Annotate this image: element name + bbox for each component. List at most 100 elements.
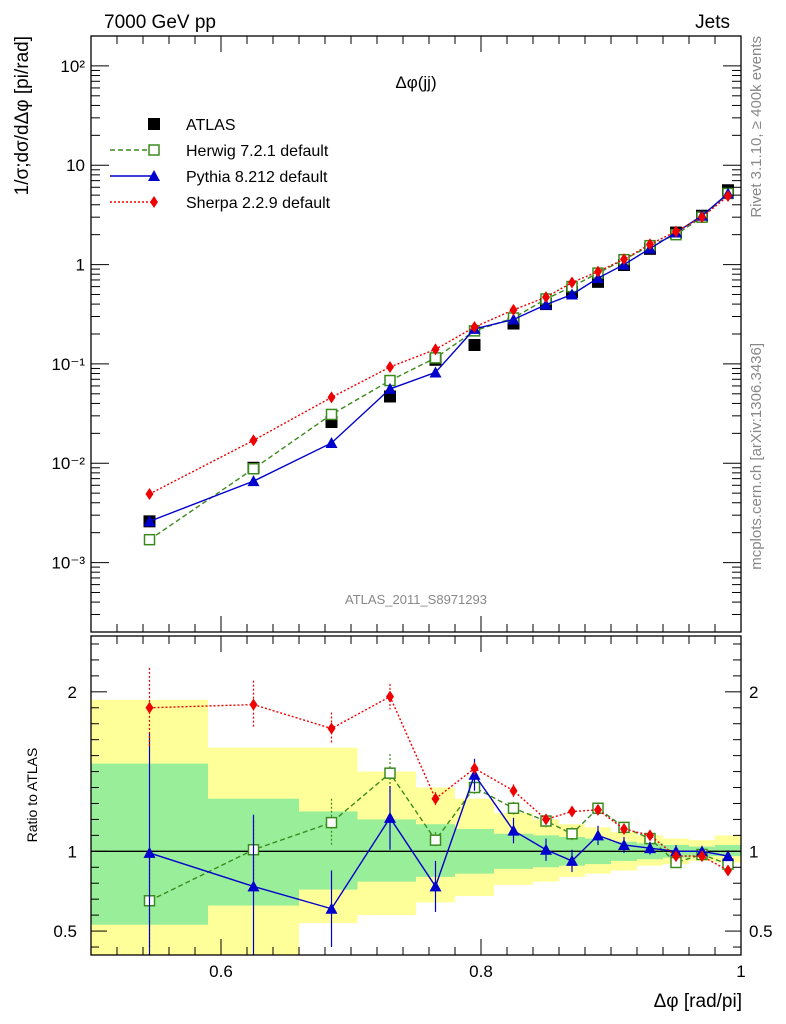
main-point-3-8: [568, 276, 576, 289]
ratio-point-2-5: [470, 762, 479, 775]
main-point-3-2: [327, 391, 336, 404]
ratio-point-2-4: [431, 792, 440, 805]
rivet-label: Rivet 3.1.10, ≥ 400k events: [748, 36, 765, 218]
ratio-point-1-1: [247, 880, 260, 892]
ratio-point-2-8: [568, 805, 576, 818]
ratio-point-2-14: [724, 864, 732, 877]
ratio-ytick-label-right-0: 0.5: [749, 922, 773, 941]
main-point-3-7: [542, 291, 550, 304]
main-point-2-1: [247, 475, 260, 487]
main-point-2-2: [325, 436, 338, 448]
ratio-point-1-8: [566, 854, 578, 866]
main-point-2-4: [429, 366, 442, 378]
main-ytick-label-3: 1: [76, 256, 85, 275]
main-point-1-1: [247, 463, 260, 475]
ratio-point-1-10: [618, 838, 630, 850]
inner-band-3: [357, 819, 416, 882]
main-point-3-1: [249, 434, 258, 447]
ratio-frame: [90, 635, 742, 956]
ratio-point-1-4: [429, 880, 442, 892]
ratio-xtick-label-2: 1: [736, 962, 745, 981]
axes: 10⁻³ 10⁻² 10⁻¹ 1 10 10² 0.6 0.8 1 0.5 0.5 1 1 2 2: [51, 35, 773, 981]
ratio-point-2-6: [509, 784, 518, 797]
ratio-point-2-11: [646, 829, 654, 842]
main-point-1-0: [143, 533, 156, 546]
main-point-3-13: [698, 211, 706, 224]
main-line-series-3: [149, 195, 729, 495]
ratio-point-2-3: [386, 690, 394, 703]
ratio-point-1-11: [644, 842, 656, 854]
main-point-0-5: [468, 338, 481, 351]
ratio-ytick-label-right-2: 2: [749, 683, 758, 702]
ratio-ytick-label-right-1: 1: [749, 842, 758, 861]
ratio-point-0-2: [325, 816, 338, 829]
ratio-ytick-label-left-1: 1: [68, 842, 77, 861]
main-point-2-3: [384, 382, 396, 394]
analysis-id: ATLAS_2011_S8971293: [345, 592, 487, 607]
ratio-point-0-3: [384, 767, 396, 779]
main-point-2-6: [507, 313, 520, 325]
legend-label-1: Herwig 7.2.1 default: [186, 143, 329, 160]
ratio-xlabel: Δφ [rad/pi]: [654, 991, 742, 1012]
legend-marker-3: [150, 196, 158, 208]
main-ylabel: 1/σ;dσ/dΔφ [pi/rad]: [12, 36, 33, 195]
ratio-point-1-14: [722, 850, 734, 862]
main-point-1-2: [325, 408, 338, 421]
main-point-3-4: [431, 343, 440, 356]
main-point-2-7: [540, 298, 552, 310]
main-point-3-11: [646, 238, 654, 251]
legend-label-0: ATLAS: [186, 117, 236, 134]
ratio-ytick-label-left-2: 2: [68, 683, 77, 702]
main-point-3-5: [470, 321, 479, 334]
legend-marker-1: [148, 144, 160, 156]
main-point-2-9: [592, 272, 604, 284]
main-ytick-label-1: 10⁻²: [51, 454, 85, 473]
main-point-2-0: [143, 515, 156, 527]
main-point-3-3: [386, 361, 394, 374]
ratio-point-2-9: [594, 803, 602, 816]
ratio-point-1-3: [384, 811, 396, 823]
main-point-3-0: [145, 488, 154, 501]
ratio-ytick-label-left-0: 0.5: [53, 922, 77, 941]
main-point-3-6: [509, 303, 518, 316]
main-point-3-9: [594, 265, 602, 278]
ratio-point-2-13: [698, 850, 706, 863]
ratio-point-1-6: [507, 824, 520, 836]
ratio-point-2-0: [145, 701, 154, 714]
ratio-point-1-9: [592, 829, 604, 841]
ratio-point-2-2: [327, 722, 336, 735]
header-left-label: 7000 GeV pp: [104, 12, 216, 33]
main-panel-marks: [143, 184, 734, 546]
main-point-3-14: [724, 190, 732, 203]
legend-label-2: Pythia 8.212 default: [186, 169, 328, 186]
main-ytick-label-2: 10⁻¹: [51, 355, 85, 374]
legend: ATLAS Herwig 7.2.1 default Pythia 8.212 de…: [110, 117, 331, 212]
ratio-point-0-6: [507, 802, 520, 815]
legend-marker-0: [148, 118, 160, 130]
main-ytick-label-0: 10⁻³: [51, 554, 85, 573]
ratio-point-1-7: [540, 843, 552, 855]
ratio-point-1-2: [325, 902, 338, 914]
ratio-xtick-label-1: 0.8: [469, 962, 493, 981]
ratio-point-1-0: [143, 846, 156, 858]
header-right-label: Jets: [695, 12, 730, 33]
main-point-3-10: [620, 253, 628, 266]
mcplots-label: mcplots.cern.ch [arXiv:1306.3436]: [748, 343, 765, 570]
main-point-2-8: [566, 288, 578, 300]
ratio-ylabel: Ratio to ATLAS: [24, 748, 40, 843]
ratio-point-2-1: [249, 698, 258, 711]
ratio-point-0-4: [429, 834, 442, 846]
ratio-panel-marks: [143, 667, 734, 955]
ratio-point-2-7: [542, 813, 550, 826]
ratio-point-0-8: [566, 828, 578, 840]
ratio-xtick-label-0: 0.6: [209, 962, 233, 981]
ratio-point-2-12: [672, 850, 680, 863]
ratio-point-2-10: [620, 822, 628, 835]
main-ytick-label-4: 10: [66, 156, 85, 175]
main-point-3-12: [672, 225, 680, 238]
main-title: Δφ(jj): [395, 73, 436, 92]
legend-marker-2: [148, 170, 160, 181]
main-ytick-label-5: 10²: [60, 57, 85, 76]
ratio-uncertainty-bands: [91, 699, 741, 955]
